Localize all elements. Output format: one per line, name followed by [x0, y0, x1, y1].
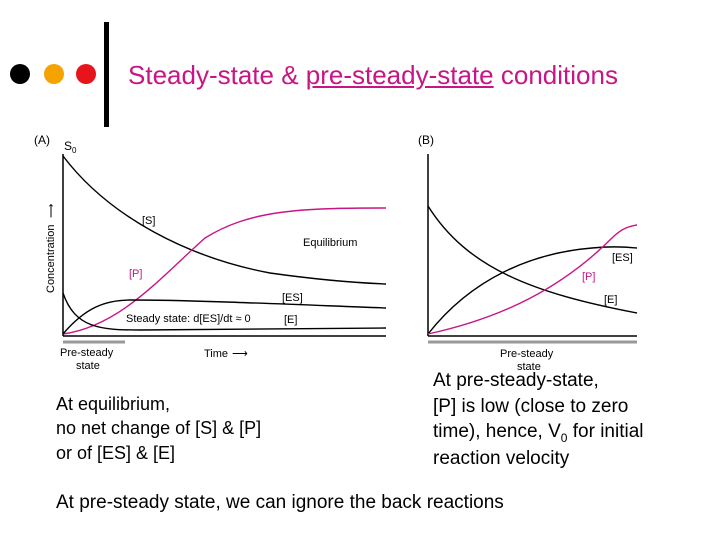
left-caption-line: no net change of [S] & [P] [56, 418, 262, 439]
left-caption-line: or of [ES] & [E] [56, 442, 176, 463]
figure-b: (B) [ES] [P] [E] Pre-steady state [412, 128, 652, 378]
figure-a: (A) S0 Concentration ⟶ [S] [P] Equilibri… [30, 128, 400, 378]
figure-b-p-label: [P] [582, 271, 595, 283]
figure-b-p-curve [427, 224, 638, 335]
figure-a-es-curve [62, 299, 387, 335]
right-caption-line: At pre-steady-state, [433, 370, 599, 391]
decorative-dots [10, 64, 100, 86]
figure-a-s-curve [62, 155, 387, 285]
dot-black [10, 64, 30, 84]
figure-b-e-curve [427, 205, 638, 314]
figure-b-e-label: [E] [604, 294, 617, 306]
left-caption: At equilibrium, no net change of [S] & [… [56, 392, 261, 465]
right-caption: At pre-steady-state, [P] is low (close t… [433, 368, 644, 472]
figure-a-e-curve [62, 292, 387, 331]
figure-a-y-axis-arrow: ⟶ [46, 204, 57, 218]
bottom-caption: At pre-steady state, we can ignore the b… [56, 492, 504, 513]
figure-a-s0-label: S0 [64, 139, 77, 155]
figure-a-pre-steady-label: Pre-steady state [60, 347, 114, 372]
figure-a-x-axis-label: Time ⟶ [204, 348, 248, 360]
right-caption-line: [P] is low (close to zero [433, 395, 629, 417]
slide-title: Steady-state & pre-steady-state conditio… [128, 60, 618, 90]
figure-a-equilibrium-label: Equilibrium [303, 237, 357, 249]
figure-a-steady-state-label: Steady state: d[ES]/dt ≈ 0 [126, 313, 251, 325]
figure-b-pre-steady-label: Pre-steady state [500, 348, 554, 373]
figure-a-p-label: [P] [129, 268, 142, 280]
figure-a-panel-label: (A) [34, 133, 50, 147]
figure-a-s-label: [S] [142, 215, 155, 227]
figure-b-es-label: [ES] [612, 252, 633, 264]
figure-a-es-label: [ES] [282, 292, 303, 304]
figure-b-es-curve [427, 246, 638, 335]
dot-red [76, 64, 96, 84]
figure-b-panel-label: (B) [418, 133, 434, 147]
right-caption-line: time), hence, V0 for initial [433, 421, 644, 446]
right-caption-line: reaction velocity [433, 448, 570, 470]
figure-a-p-curve [62, 207, 387, 335]
figure-a-y-axis-label: Concentration [45, 225, 57, 294]
left-caption-line: At equilibrium, [56, 394, 171, 414]
dot-orange [44, 64, 64, 84]
figure-a-e-label: [E] [284, 314, 297, 326]
title-divider [104, 22, 109, 127]
